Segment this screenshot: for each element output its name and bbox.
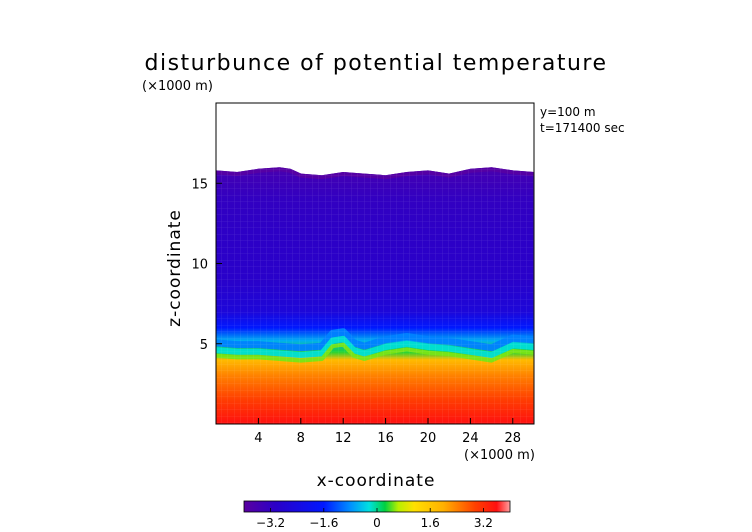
y-axis-label: z-coordinate	[165, 209, 185, 327]
x-axis-label: x-coordinate	[317, 471, 436, 491]
x-tick-label: 16	[377, 431, 394, 446]
x-tick-label: 24	[462, 431, 479, 446]
field-grid-overlay	[216, 103, 534, 424]
y-tick-label: 15	[191, 177, 208, 192]
colorbar-tick-label: 0	[373, 516, 381, 530]
chart-title: disturbunce of potential temperature	[145, 51, 608, 76]
annotation-t: t=171400 sec	[540, 121, 625, 135]
plot-field	[216, 103, 534, 424]
x-axis-ticks: 4 8 12 16 20 24 28	[254, 418, 521, 446]
colorbar-tick-label: −3.2	[256, 516, 285, 530]
x-tick-label: 12	[335, 431, 352, 446]
y-axis-ticks: 5 10 15	[191, 177, 222, 353]
colorbar-ticks: −3.2 −1.6 0 1.6 3.2	[256, 508, 493, 530]
y-tick-label: 5	[200, 338, 208, 353]
y-unit-label: (×1000 m)	[142, 79, 213, 94]
x-tick-label: 28	[505, 431, 522, 446]
x-tick-label: 4	[254, 431, 262, 446]
x-tick-label: 8	[297, 431, 305, 446]
colorbar-tick-label: 3.2	[474, 516, 493, 530]
y-tick-label: 10	[191, 258, 208, 273]
x-tick-label: 20	[420, 431, 437, 446]
colorbar-tick-label: 1.6	[421, 516, 440, 530]
colorbar-tick-label: −1.6	[309, 516, 338, 530]
annotation-y: y=100 m	[540, 105, 596, 119]
x-unit-label: (×1000 m)	[464, 448, 535, 463]
